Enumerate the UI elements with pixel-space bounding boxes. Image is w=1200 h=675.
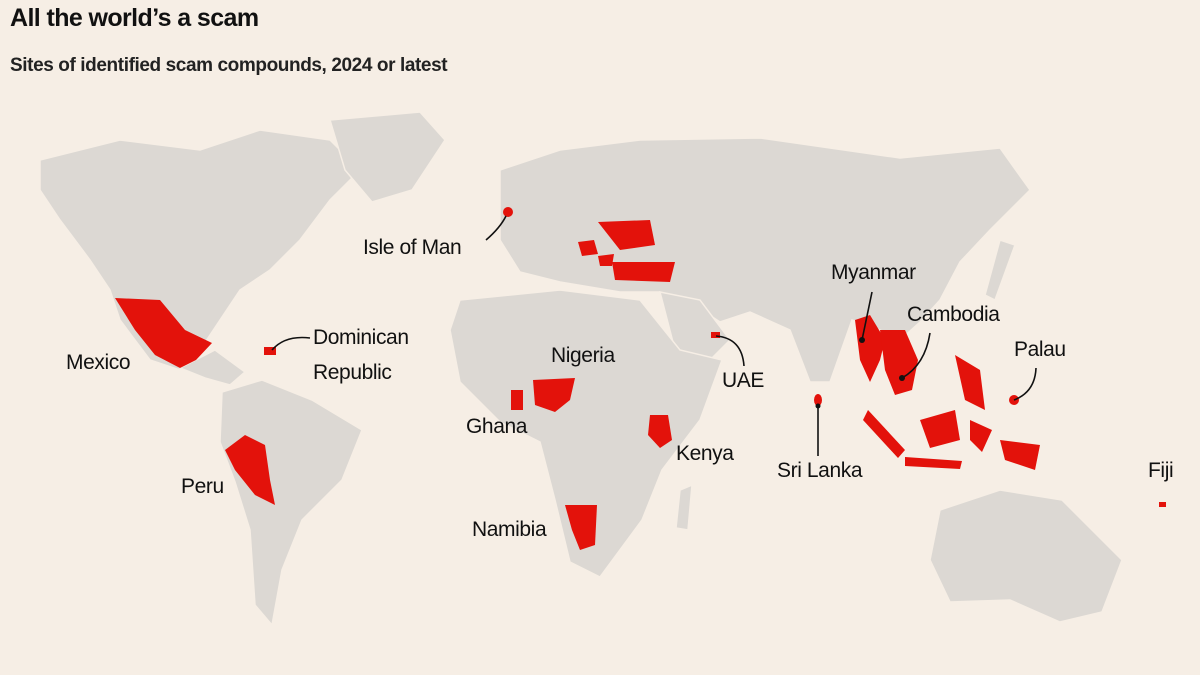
country-label: Dominican Republic (313, 326, 409, 384)
java-area (905, 457, 962, 469)
leader-line (715, 335, 745, 367)
mexico-area (115, 298, 212, 368)
australia (929, 489, 1123, 623)
greenland (329, 111, 446, 203)
papua-area (1000, 440, 1040, 470)
leader-line (485, 215, 507, 241)
country-label: Namibia (472, 518, 547, 541)
leader-line (901, 332, 931, 379)
country-label: Ghana (466, 415, 528, 438)
ukraine-area (598, 220, 655, 250)
uae-area (711, 332, 720, 338)
country-label: Cambodia (907, 303, 1000, 326)
africa (449, 289, 723, 578)
country-label: UAE (722, 369, 764, 392)
turkey-area (612, 262, 675, 282)
balkans-area (578, 240, 598, 256)
sulawesi-area (970, 420, 992, 452)
borneo-area (920, 410, 960, 448)
continents (39, 111, 1123, 627)
country-label: Palau (1014, 338, 1066, 361)
indochina-area (880, 330, 918, 395)
leader-dot (899, 375, 905, 381)
leader-line (1013, 367, 1037, 401)
country-label: Isle of Man (363, 236, 462, 259)
namibia-area (565, 505, 597, 550)
kenya-area (648, 415, 672, 448)
philippines-area (955, 355, 985, 410)
south-america (219, 379, 363, 627)
country-label: Fiji (1148, 459, 1174, 482)
sri-lanka-area (814, 394, 822, 406)
north-america (39, 129, 362, 371)
leader-dot (859, 337, 865, 343)
myanmar-area (855, 315, 885, 382)
central-america (178, 349, 247, 386)
nigeria-area (533, 378, 575, 412)
leader-dot (815, 403, 821, 409)
madagascar (675, 483, 693, 531)
fiji-area (1159, 502, 1166, 507)
dominican-republic-area (264, 347, 276, 355)
country-label: Mexico (66, 351, 131, 374)
peru-area (225, 435, 275, 505)
leader-line (271, 336, 311, 351)
georgia-area (598, 254, 614, 266)
isle-of-man-dot (503, 207, 513, 217)
sumatra-area (863, 410, 905, 458)
leader-lines (271, 215, 1037, 456)
country-label: Nigeria (551, 344, 615, 367)
scam-sites (115, 207, 1166, 550)
japan (984, 239, 1016, 302)
leader-line (861, 291, 873, 341)
country-label: Kenya (676, 442, 734, 465)
map-subtitle: Sites of identified scam compounds, 2024… (10, 55, 448, 76)
country-label: Sri Lanka (777, 459, 863, 482)
map-title: All the world’s a scam (10, 4, 259, 32)
country-label: Peru (181, 475, 224, 498)
country-label: Myanmar (831, 261, 916, 284)
ghana-area (511, 390, 523, 410)
